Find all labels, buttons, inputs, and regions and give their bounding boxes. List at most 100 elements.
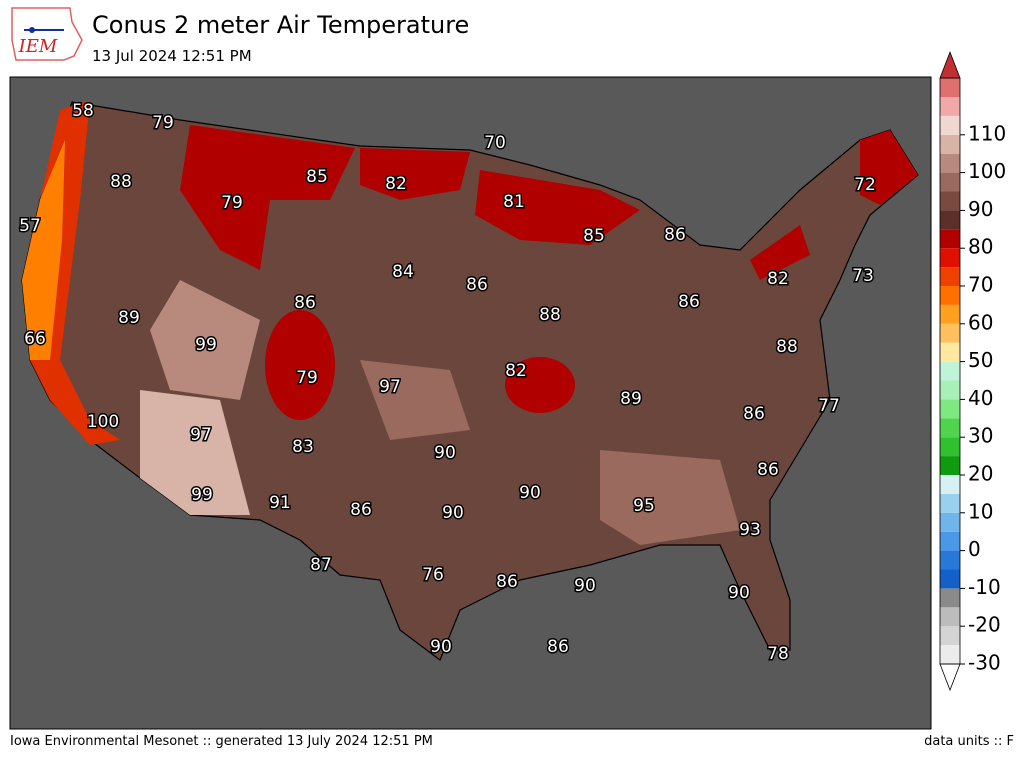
station-label: 90 xyxy=(728,583,750,603)
colorbar-bin xyxy=(940,286,960,305)
colorbar-bin xyxy=(940,323,960,343)
colorbar-bin xyxy=(940,115,960,135)
station-label: 88 xyxy=(539,305,561,325)
station-label: 86 xyxy=(664,225,686,245)
colorbar-tick-label: 10 xyxy=(968,499,993,523)
station-label: 90 xyxy=(442,503,464,523)
colorbar-bin xyxy=(940,304,960,324)
footer-right: data units :: F xyxy=(924,734,1014,749)
station-label: 89 xyxy=(118,308,140,328)
colorbar-bin xyxy=(940,172,960,192)
colorbar-bin xyxy=(940,210,960,230)
colorbar-bin xyxy=(940,361,960,381)
colorbar-bin xyxy=(940,456,960,475)
station-label: 86 xyxy=(743,404,765,424)
colorbar-tick-label: 60 xyxy=(968,310,993,334)
station-label: 82 xyxy=(767,269,789,289)
subtitle: 13 Jul 2024 12:51 PM xyxy=(92,47,252,65)
colorbar-tick-label: 100 xyxy=(968,159,1006,183)
station-label: 83 xyxy=(292,437,314,457)
station-label: 91 xyxy=(269,493,291,513)
colorbar-bin xyxy=(940,550,960,570)
colorbar-tick-label: 80 xyxy=(968,235,993,259)
colorbar-bin xyxy=(940,267,960,286)
station-label: 79 xyxy=(221,193,243,213)
colorbar-outline xyxy=(939,77,961,665)
colorbar-tick-label: 50 xyxy=(968,348,993,372)
colorbar-bin xyxy=(940,153,960,173)
station-label: 81 xyxy=(503,192,525,212)
colorbar-bin xyxy=(940,191,960,211)
station-label: 73 xyxy=(852,266,874,286)
colorbar-tick-label: -30 xyxy=(968,651,1001,675)
station-label: 89 xyxy=(620,389,642,409)
station-label: 82 xyxy=(385,174,407,194)
station-label: 88 xyxy=(110,172,132,192)
colorbar-bin xyxy=(940,607,960,627)
colorbar-bin xyxy=(940,512,960,532)
station-label: 79 xyxy=(152,113,174,133)
colorbar-bin xyxy=(940,342,960,362)
colorbar-tick-label: 90 xyxy=(968,197,993,221)
station-label: 86 xyxy=(350,500,372,520)
station-label: 86 xyxy=(547,637,569,657)
station-label: 84 xyxy=(392,262,414,282)
colorbar-over xyxy=(939,50,961,79)
station-label: 77 xyxy=(818,396,840,416)
station-label: 93 xyxy=(739,520,761,540)
colorbar-tick-label: -20 xyxy=(968,613,1001,637)
station-label: 100 xyxy=(87,412,119,432)
station-label: 90 xyxy=(430,637,452,657)
station-label: 72 xyxy=(854,175,876,195)
colorbar-tick-label: 30 xyxy=(968,424,993,448)
footer-left: Iowa Environmental Mesonet :: generated … xyxy=(10,734,433,749)
colorbar-under xyxy=(939,663,961,692)
station-label: 99 xyxy=(191,485,213,505)
colorbar: -30 -20 -10 0 10 20 30 40 50 60 70 80 90 100 110 xyxy=(939,50,1006,692)
station-label: 86 xyxy=(757,460,779,480)
station-label: 78 xyxy=(767,644,789,664)
logo-text: IEM xyxy=(18,36,58,57)
colorbar-bin xyxy=(940,97,960,116)
station-label: 97 xyxy=(379,377,401,397)
colorbar-bin xyxy=(940,399,960,419)
colorbar-bin xyxy=(940,437,960,457)
station-label: 95 xyxy=(633,496,655,516)
station-label: 76 xyxy=(422,565,444,585)
station-label: 70 xyxy=(484,133,506,153)
colorbar-bin xyxy=(940,229,960,249)
colorbar-bin xyxy=(940,569,960,589)
colorbar-tick-label: 110 xyxy=(968,121,1006,145)
colorbar-bin xyxy=(940,134,960,154)
station-labels: 58 79 70 88 85 82 72 79 81 57 85 86 84 86 82 73 86 86 89 88… xyxy=(18,100,878,666)
colorbar-bin xyxy=(940,645,960,664)
colorbar-bin xyxy=(940,380,960,400)
title: Conus 2 meter Air Temperature xyxy=(92,11,469,39)
station-label: 99 xyxy=(195,335,217,355)
colorbar-bin xyxy=(940,588,960,608)
station-label: 90 xyxy=(434,443,456,463)
colorbar-tick-label: 20 xyxy=(968,462,993,486)
colorbar-bin xyxy=(940,78,960,97)
station-label: 90 xyxy=(574,576,596,596)
colorbar-bin xyxy=(940,626,960,646)
station-label: 88 xyxy=(776,337,798,357)
conus xyxy=(21,100,919,661)
station-label: 82 xyxy=(505,361,527,381)
station-label: 86 xyxy=(294,293,316,313)
colorbar-tick-label: 0 xyxy=(968,537,981,561)
station-label: 79 xyxy=(296,368,318,388)
colorbar-bin xyxy=(940,418,960,438)
station-label: 86 xyxy=(496,572,518,592)
colorbar-tick-label: 40 xyxy=(968,386,993,410)
station-label: 85 xyxy=(306,167,328,187)
station-label: 58 xyxy=(72,101,94,121)
station-label: 57 xyxy=(19,216,41,236)
colorbar-bin xyxy=(940,493,960,513)
station-label: 90 xyxy=(519,483,541,503)
colorbar-tick-label: -10 xyxy=(968,575,1001,599)
station-label: 85 xyxy=(583,226,605,246)
colorbar-bin xyxy=(940,475,960,494)
